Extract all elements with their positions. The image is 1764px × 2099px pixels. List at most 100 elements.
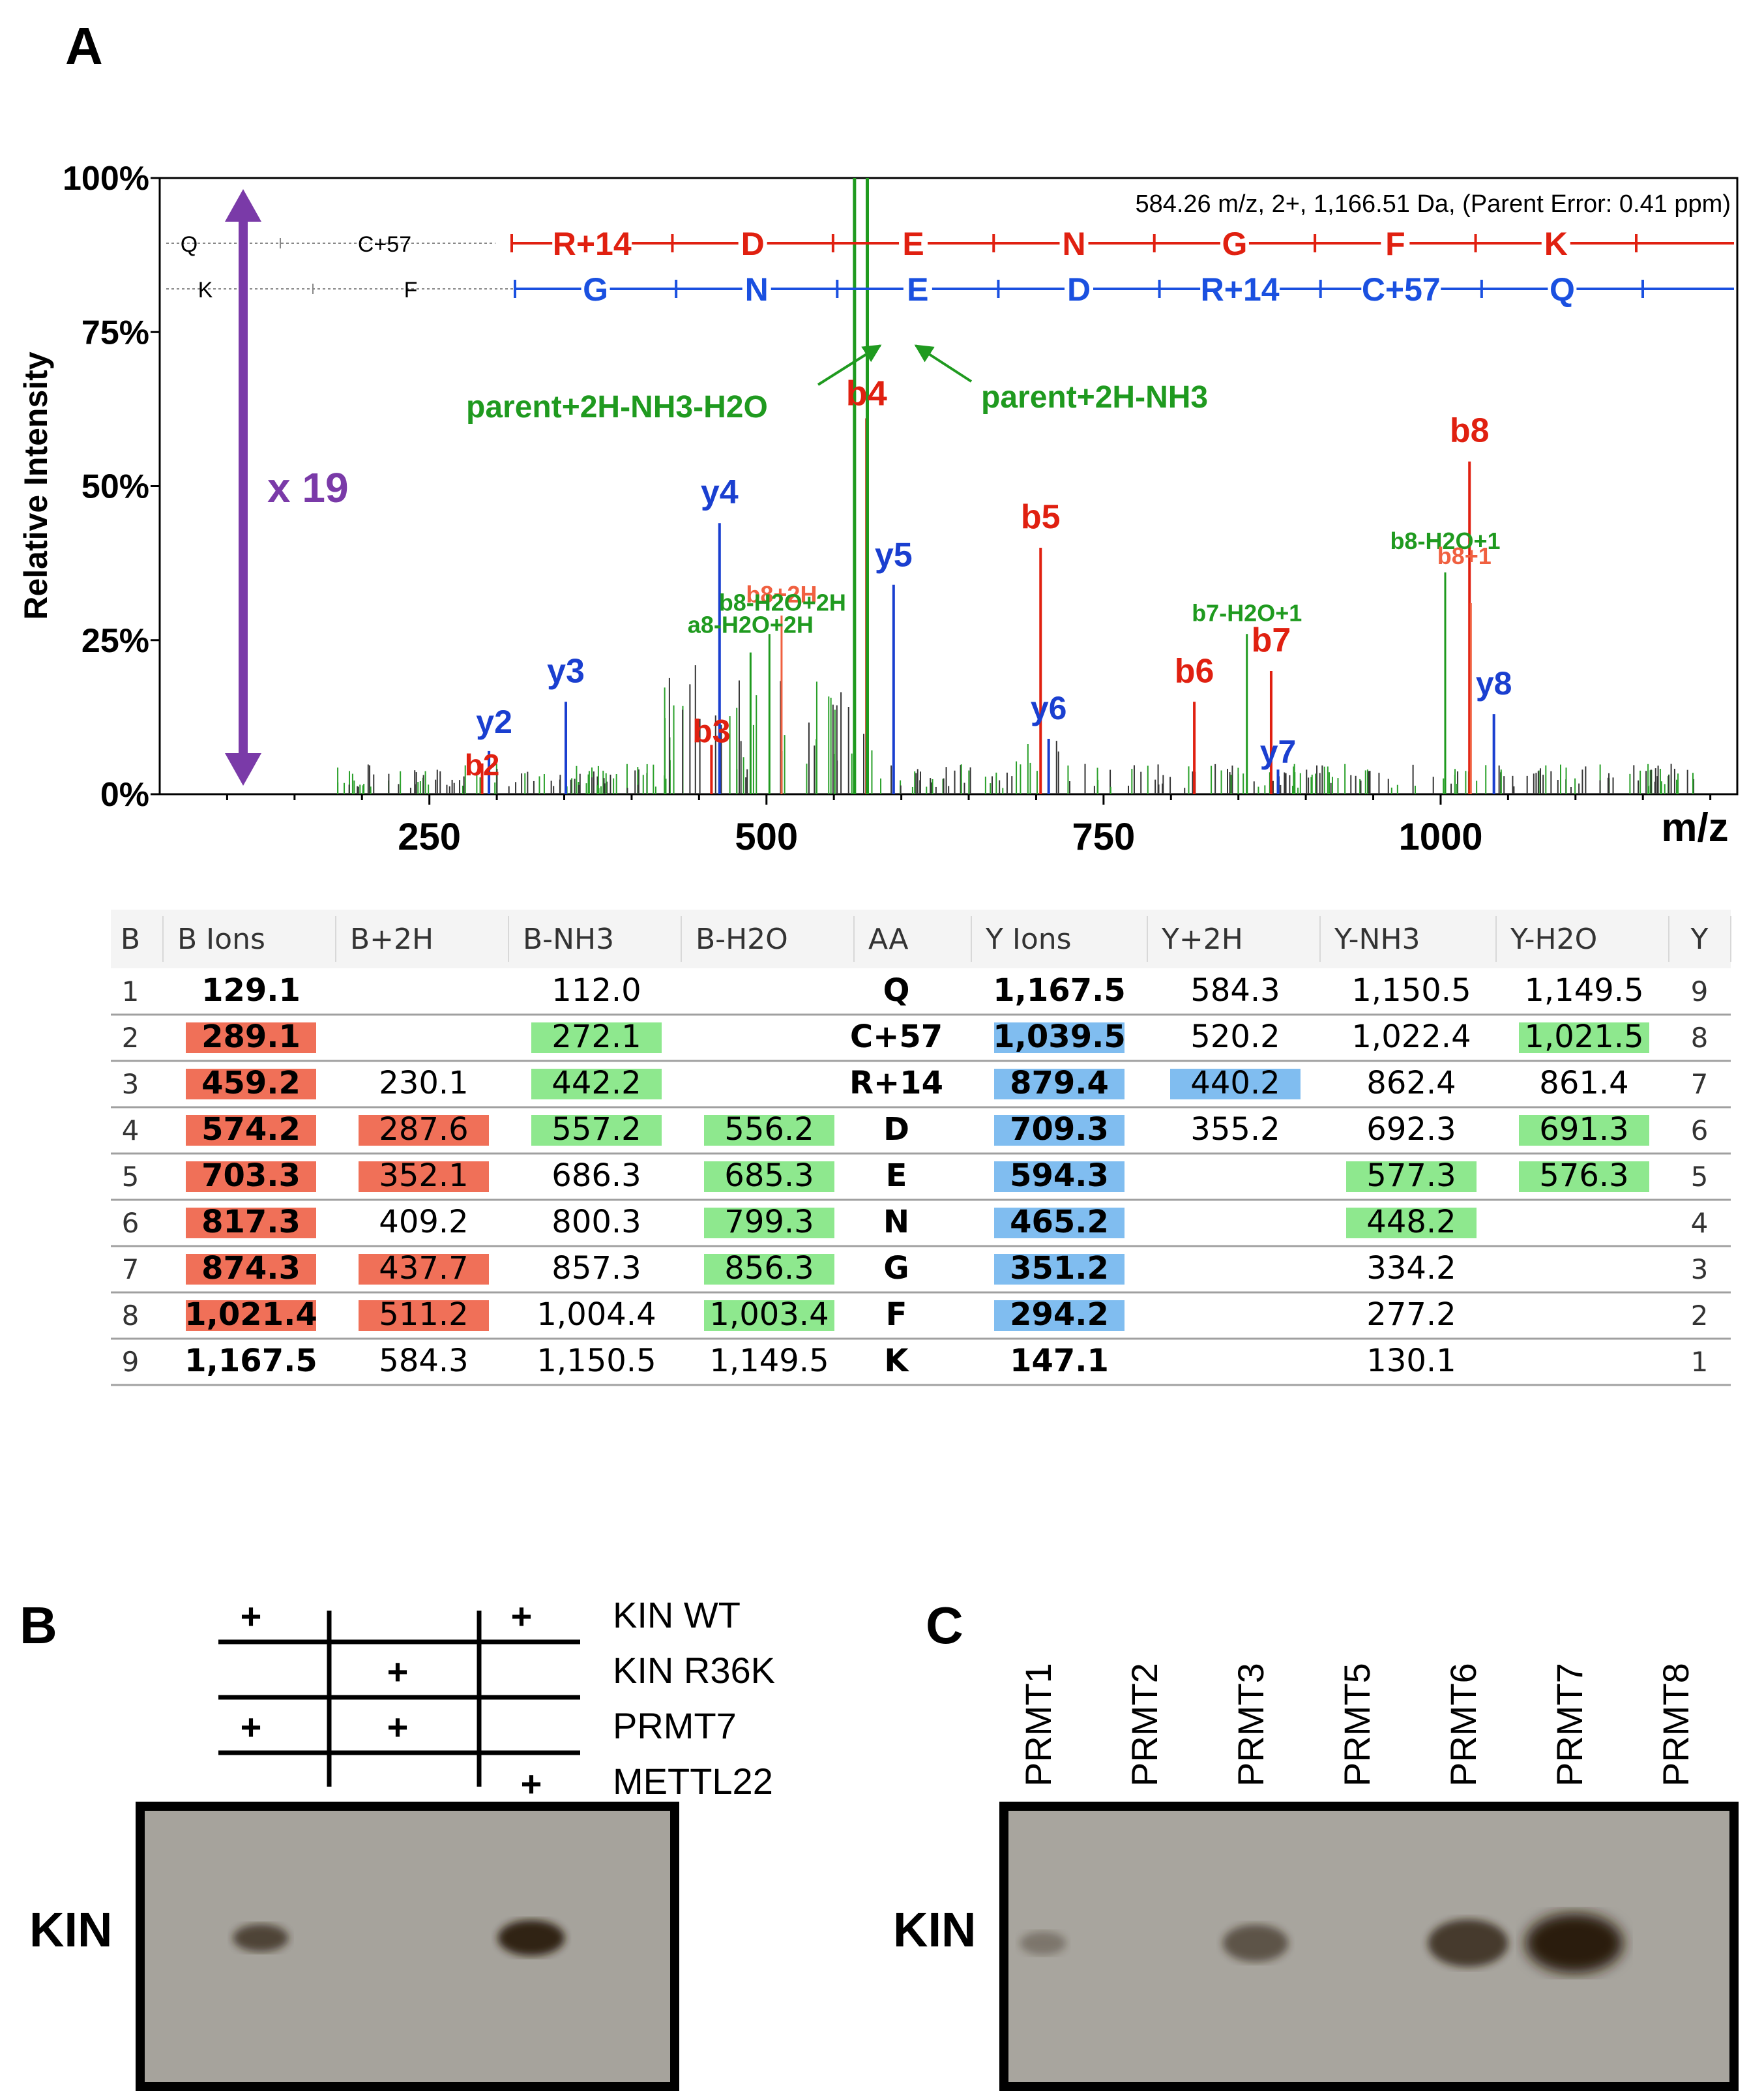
peak-labels: b2y2y3b3y4b4y5b5y6b6b7y7b8y8b8+2Hb8-H2O+… <box>465 374 1512 782</box>
table-cell: 594.3 <box>1010 1157 1109 1194</box>
x-tick-label: 750 <box>1072 816 1135 858</box>
sequence-residue: E <box>902 226 924 262</box>
table-cell: 511.2 <box>379 1296 468 1333</box>
peak-label: b8-H2O+2H <box>719 589 846 616</box>
table-cell: 1,039.5 <box>993 1019 1125 1055</box>
table-cell: Q <box>883 972 910 1009</box>
table-cell: 856.3 <box>724 1250 814 1287</box>
table-cell: 817.3 <box>201 1204 301 1240</box>
table-cell-highlight <box>1346 1161 1477 1192</box>
y-ion-sequence-ladder: K F G N E D R+14 C+57 Q <box>166 271 1734 308</box>
sequence-residue: R+14 <box>553 226 632 262</box>
table-cell: 147.1 <box>1010 1343 1109 1379</box>
peak-label: b8-H2O+1 <box>1390 528 1500 554</box>
table-cell: 287.6 <box>379 1111 468 1148</box>
peak-label: b8 <box>1450 412 1490 450</box>
table-cell: 685.3 <box>724 1157 814 1194</box>
table-header-cell: B-H2O <box>696 923 788 956</box>
table-cell: 448.2 <box>1366 1204 1456 1240</box>
blot-band <box>497 1920 565 1956</box>
peak-label: b7 <box>1252 621 1291 659</box>
table-cell: 129.1 <box>201 972 301 1009</box>
table-cell-highlight <box>994 1300 1125 1331</box>
peak-label: a8-H2O+2H <box>688 612 814 638</box>
table-cell: 7 <box>1691 1068 1709 1100</box>
table-cell-highlight <box>531 1115 662 1146</box>
blot-band <box>1428 1919 1508 1967</box>
sequence-residue: C+57 <box>1362 271 1441 308</box>
spectrum-header-info: 584.26 m/z, 2+, 1,166.51 Da, (Parent Err… <box>1135 190 1731 218</box>
condition-labels: KIN WT KIN R36K PRMT7 METTL22 <box>613 1594 775 1802</box>
table-cell: 5 <box>122 1161 140 1193</box>
table-cell-highlight <box>994 1254 1125 1285</box>
table-cell: 879.4 <box>1010 1065 1109 1101</box>
panel-a-label: A <box>65 17 103 75</box>
condition-grid <box>218 1611 580 1787</box>
peak-label: y8 <box>1476 665 1512 702</box>
table-cell: 351.2 <box>1010 1250 1109 1287</box>
table-cell: 1,003.4 <box>709 1296 829 1333</box>
parent-nh3-h2o-arrow <box>817 344 882 386</box>
lane-label: PRMT3 <box>1230 1663 1271 1787</box>
peak-label: b8+2H <box>746 581 817 608</box>
lane-label: PRMT8 <box>1655 1663 1696 1787</box>
sequence-label-bg <box>1381 225 1410 260</box>
table-header-cell: Y+2H <box>1161 923 1243 956</box>
condition-mark: + <box>387 1651 409 1692</box>
table-cell-highlight <box>186 1069 316 1099</box>
table-cell: 3 <box>1691 1253 1709 1285</box>
sequence-residue: E <box>907 271 928 308</box>
table-cell-highlight <box>531 1022 662 1053</box>
table-cell: 437.7 <box>379 1250 468 1287</box>
table-cell: 1,149.5 <box>709 1343 829 1379</box>
table-cell: 1 <box>1691 1346 1709 1378</box>
sequence-label-bg <box>552 225 632 260</box>
table-cell-highlight <box>1170 1069 1301 1099</box>
sequence-residue: D <box>1067 271 1091 308</box>
table-cell: 691.3 <box>1539 1111 1628 1148</box>
blot-b-bands <box>233 1920 565 1956</box>
table-cell: 557.2 <box>551 1111 641 1148</box>
fragment-ion-table: B B Ions B+2H B-NH3 B-H2O AA Y Ions Y+2H Y-NH3 Y-… <box>111 910 1731 1386</box>
table-cell: E <box>886 1157 907 1194</box>
table-cell: 520.2 <box>1190 1019 1280 1055</box>
table-cell: 1,150.5 <box>1351 972 1471 1009</box>
blot-band <box>1020 1931 1066 1955</box>
peak-label: b7-H2O+1 <box>1192 599 1302 626</box>
sequence-label-bg <box>903 271 932 306</box>
table-cell: 709.3 <box>1010 1111 1109 1148</box>
peak-label: y2 <box>476 704 512 740</box>
table-cell: 409.2 <box>379 1204 468 1240</box>
x-tick-label: 250 <box>398 816 461 858</box>
table-cell: 1,167.5 <box>993 972 1125 1009</box>
table-cell: K <box>884 1343 909 1379</box>
seq-b-end-left: Q <box>181 232 198 257</box>
table-cell-highlight <box>359 1115 489 1146</box>
table-cell: G <box>883 1250 909 1287</box>
blot-c-bands <box>1020 1913 1623 1973</box>
condition-mark: + <box>387 1706 409 1748</box>
lane-label: PRMT1 <box>1018 1663 1059 1787</box>
condition-label-kin-r36k: KIN R36K <box>613 1650 775 1691</box>
blot-b-membrane <box>136 1802 679 2091</box>
scale-factor-label: x 19 <box>267 464 349 511</box>
table-cell: 352.1 <box>379 1157 468 1194</box>
table-cell-highlight <box>186 1300 316 1331</box>
sequence-label-bg <box>1220 225 1249 260</box>
table-cell: 355.2 <box>1190 1111 1280 1148</box>
table-cell-highlight <box>1519 1022 1649 1053</box>
peak-label: y7 <box>1260 734 1297 770</box>
seq-y-end-right: F <box>404 278 418 303</box>
table-cell: 1,167.5 <box>184 1343 317 1379</box>
table-cell: F <box>886 1296 907 1333</box>
panel-c-label: C <box>926 1596 963 1654</box>
spectrum-chart: Relative Intensity m/z 584.26 m/z, 2+, 1… <box>18 160 1739 858</box>
y-ticks: 0% 25% 50% 75% 100% <box>63 160 160 814</box>
sequence-label-bg <box>581 271 610 306</box>
sequence-residue: G <box>1222 226 1247 262</box>
table-cell: 692.3 <box>1366 1111 1456 1148</box>
peak-label: b6 <box>1175 652 1214 690</box>
x-axis-label: m/z <box>1661 805 1728 850</box>
table-cell-highlight <box>704 1115 834 1146</box>
table-cell: 6 <box>1691 1114 1709 1146</box>
